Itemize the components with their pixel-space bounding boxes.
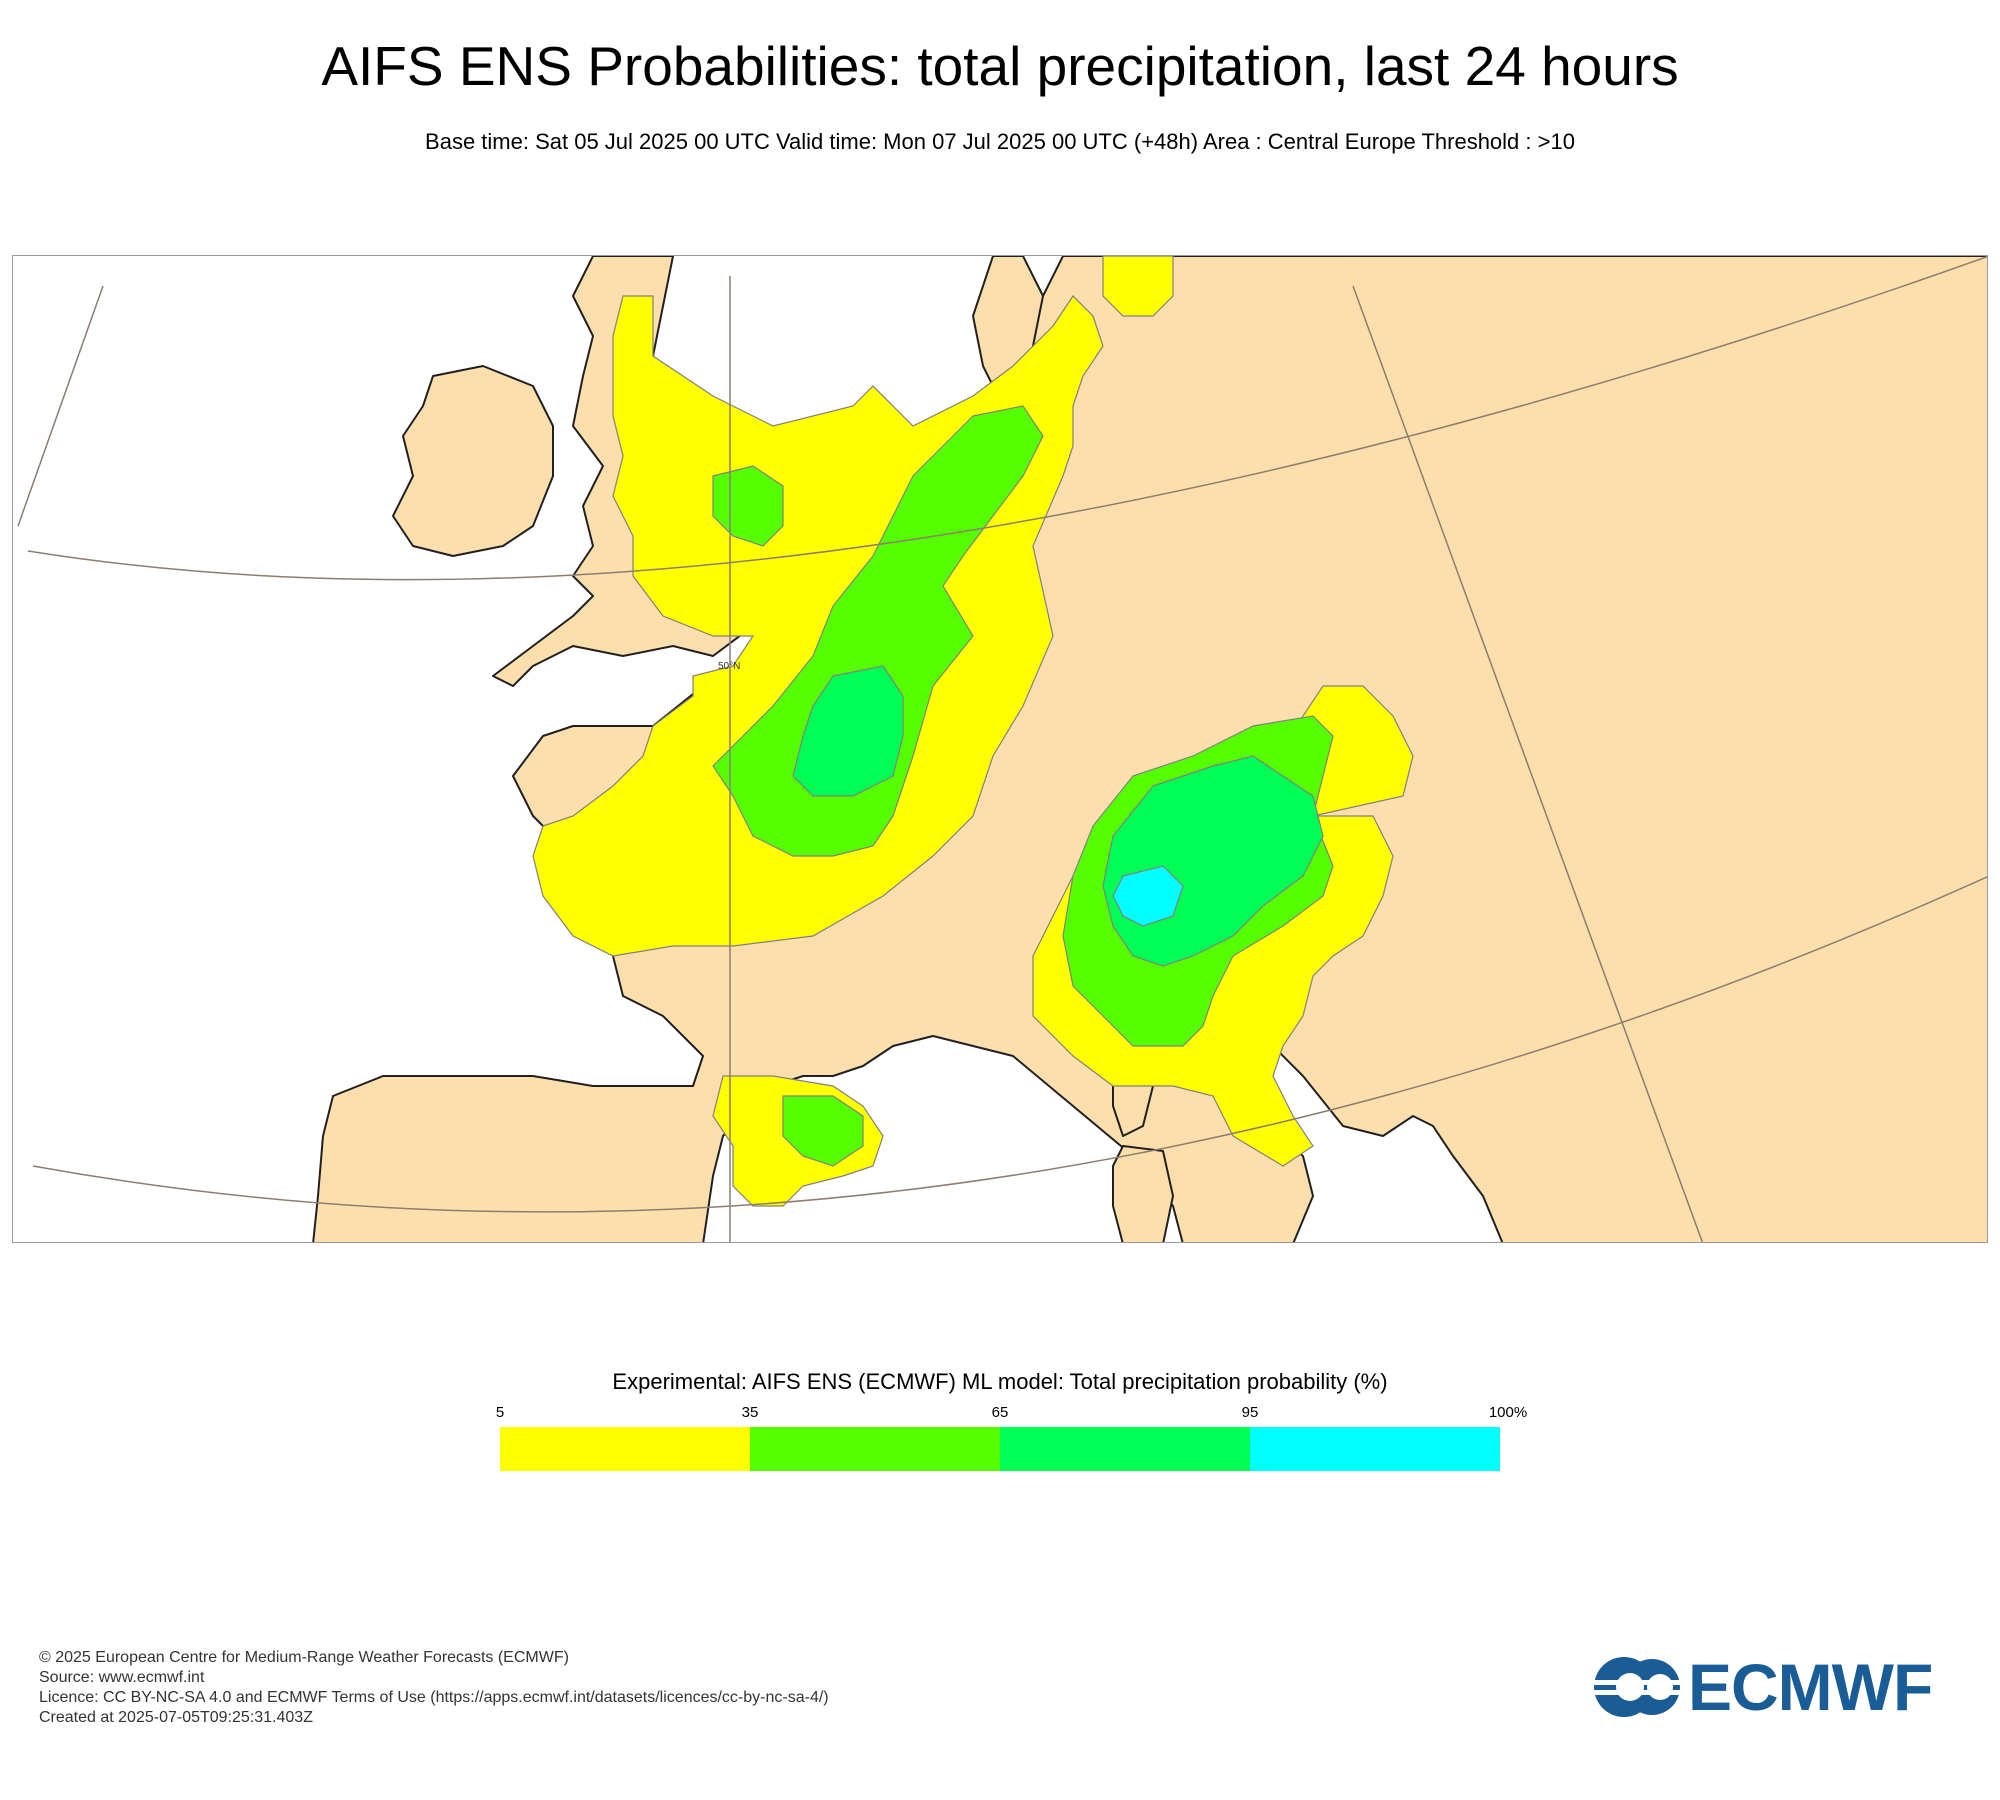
probability-layer — [532, 256, 1414, 1207]
ecmwf-logo-text: ECMWF — [1688, 1650, 1933, 1724]
graticule-layer — [17, 256, 1987, 1242]
prob-area-5-35-denmark — [1102, 256, 1174, 317]
footer-source: Source: www.ecmwf.int — [39, 1669, 205, 1686]
legend-tick: 100% — [1488, 1404, 1528, 1421]
legend-tick: 95 — [1241, 1404, 1259, 1421]
map-panel[interactable]: 50°N — [12, 255, 1988, 1243]
legend-title: Experimental: AIFS ENS (ECMWF) ML model:… — [612, 1369, 1388, 1394]
legend-bin-35-65 — [750, 1427, 1000, 1471]
land-layer — [312, 256, 1987, 1242]
footer: © 2025 European Centre for Medium-Range … — [39, 1648, 829, 1728]
parallel-line-north — [27, 256, 1987, 581]
chart-title: AIFS ENS Probabilities: total precipitat… — [321, 35, 1679, 97]
prob-area-95-100-alps — [1112, 865, 1184, 927]
footer-licence: Licence: CC BY-NC-SA 4.0 and ECMWF Terms… — [39, 1689, 829, 1706]
prob-area-65-95-france — [792, 665, 904, 797]
land-sardinia — [1112, 1145, 1174, 1242]
chart-subtitle: Base time: Sat 05 Jul 2025 00 UTC Valid … — [425, 129, 1575, 154]
legend-bin-5-35 — [500, 1427, 750, 1471]
ecmwf-logo-icon — [1590, 1657, 1682, 1717]
prob-area-35-65-north — [712, 405, 1044, 857]
legend-tick: 5 — [495, 1404, 505, 1421]
ecmwf-logo: ECMWF — [1590, 1652, 1960, 1722]
meridian-line-west — [17, 285, 104, 527]
legend-tick: 65 — [991, 1404, 1009, 1421]
legend-ticks: 5 35 65 95 100% — [488, 1404, 1528, 1424]
legend-colorbar — [500, 1427, 1500, 1471]
land-ireland — [392, 365, 554, 557]
meridian-line-east — [1352, 285, 1704, 1242]
prob-area-35-65-pyrenees — [782, 1095, 864, 1167]
footer-copyright: © 2025 European Centre for Medium-Range … — [39, 1649, 569, 1666]
parallel-line-south — [32, 876, 1987, 1213]
footer-created: Created at 2025-07-05T09:25:31.403Z — [39, 1709, 313, 1726]
legend-tick: 35 — [741, 1404, 759, 1421]
map-canvas: 50°N — [17, 256, 1987, 1242]
gridline-label: 50°N — [718, 661, 740, 672]
legend-bin-65-95 — [1000, 1427, 1250, 1471]
legend-bin-95-100 — [1250, 1427, 1500, 1471]
